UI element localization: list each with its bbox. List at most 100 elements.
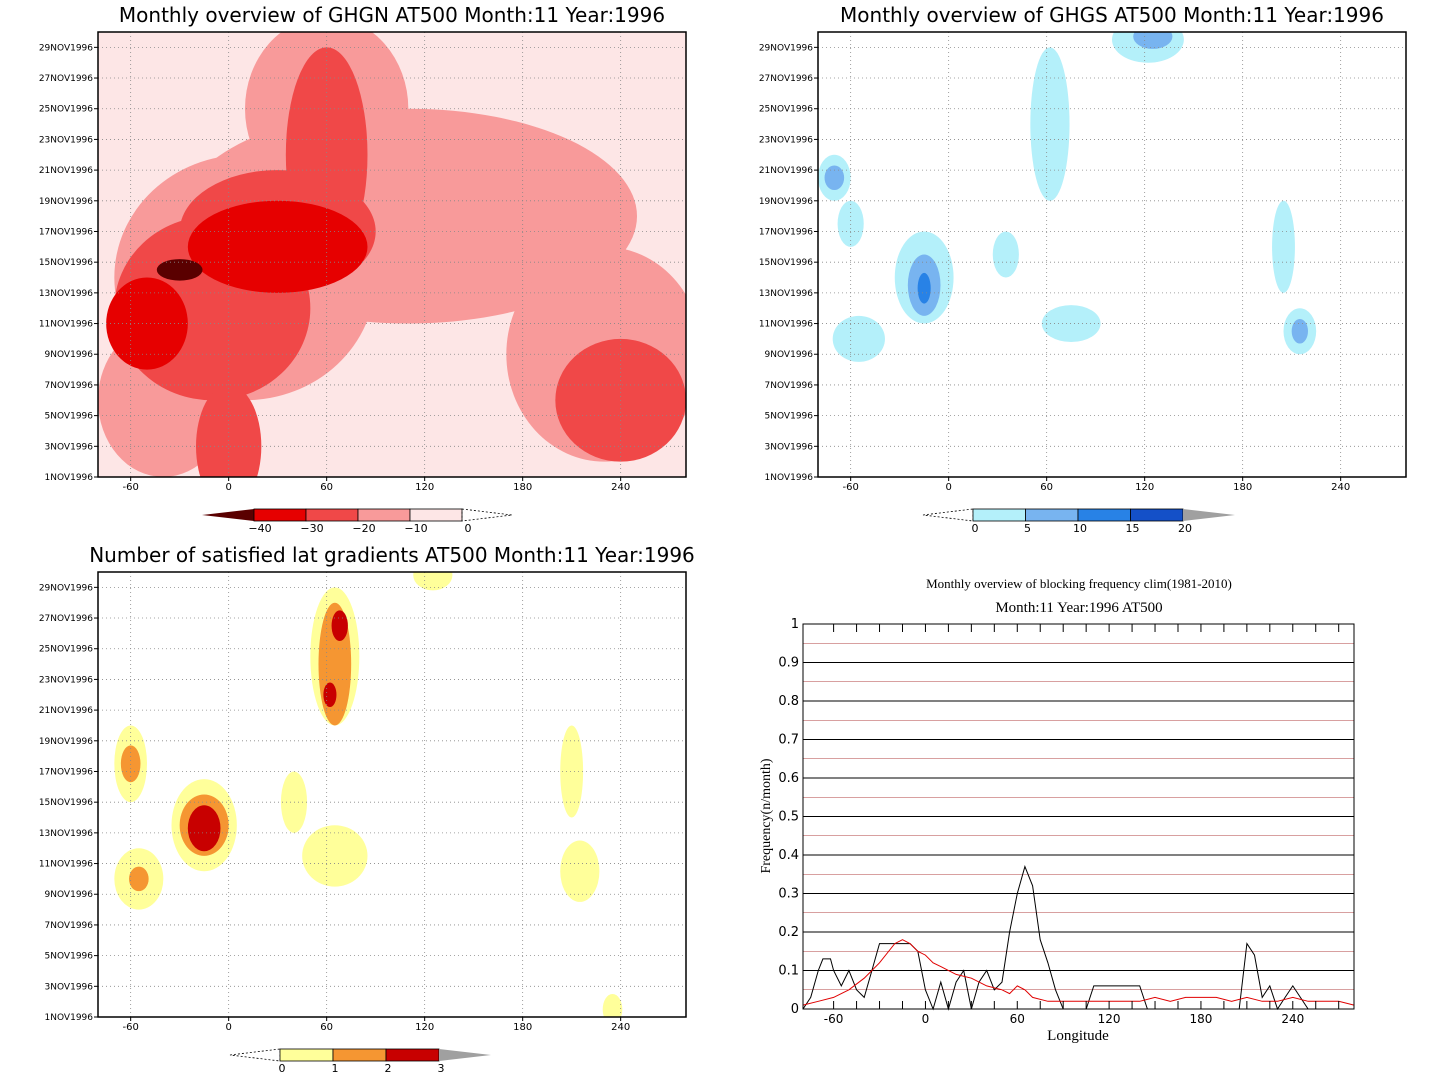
colorbar-triangle bbox=[202, 509, 254, 521]
x-tick-label: 180 bbox=[513, 482, 532, 493]
y-tick-label: 5NOV1996 bbox=[765, 412, 814, 422]
y-tick-label: 13NOV1996 bbox=[39, 289, 93, 299]
ghgn-heatmap-panel: Monthly overview of GHGN AT500 Month:11 … bbox=[39, 3, 687, 535]
blocking-x-label: Longitude bbox=[1047, 1028, 1109, 1044]
x-tick-label: 120 bbox=[1098, 1012, 1121, 1026]
x-tick-label: -60 bbox=[122, 1022, 138, 1033]
colorbar-label: 1 bbox=[332, 1062, 339, 1075]
contour-region bbox=[560, 725, 584, 818]
blocking-series-black-line bbox=[802, 865, 1354, 1011]
y-tick-label: 0.7 bbox=[778, 733, 799, 748]
y-tick-label: 0.1 bbox=[778, 964, 799, 979]
y-tick-label: 0.9 bbox=[778, 656, 799, 671]
x-tick-label: 60 bbox=[320, 1022, 333, 1033]
plot-frame bbox=[97, 31, 687, 478]
y-tick-label: 19NOV1996 bbox=[39, 737, 93, 747]
y-tick-label: 0.5 bbox=[778, 810, 799, 825]
plot-frame bbox=[97, 571, 687, 1018]
y-tick-label: 11NOV1996 bbox=[759, 320, 813, 330]
y-tick-label: 9NOV1996 bbox=[45, 890, 94, 900]
y-tick-label: 3NOV1996 bbox=[765, 442, 814, 452]
y-tick-label: 3NOV1996 bbox=[45, 982, 94, 992]
ghgs-colorbar: 0 5 10 15 20 bbox=[922, 508, 1235, 535]
x-tick-label: 0 bbox=[922, 1012, 930, 1026]
x-tick-label: 240 bbox=[1281, 1012, 1304, 1026]
colorbar-segment bbox=[357, 508, 411, 522]
x-tick-label: 60 bbox=[320, 482, 333, 493]
blocking-y-label: Frequency(n/month) bbox=[759, 758, 774, 873]
contour-region bbox=[413, 572, 453, 591]
colorbar-label: 0 bbox=[972, 522, 979, 535]
y-tick-label: 21NOV1996 bbox=[39, 706, 93, 716]
x-tick-label: 0 bbox=[225, 482, 231, 493]
y-tick-label: 0.6 bbox=[778, 771, 799, 786]
blocking-climatology-red-line bbox=[802, 939, 1355, 1006]
colorbar-label: 20 bbox=[1178, 522, 1192, 535]
gradients-title: Number of satisfied lat gradients AT500 … bbox=[89, 543, 695, 567]
colorbar-triangle bbox=[1183, 509, 1235, 521]
colorbar-triangle bbox=[229, 1048, 281, 1062]
contour-region bbox=[323, 682, 337, 708]
contour-region bbox=[992, 231, 1019, 278]
gradients-x-ticks: -60 0 60 120 180 240 bbox=[122, 1017, 630, 1033]
ghgn-x-ticks: -60 0 60 120 180 240 bbox=[122, 477, 630, 493]
contour-region bbox=[1272, 200, 1295, 293]
y-tick-label: 15NOV1996 bbox=[759, 258, 813, 268]
y-tick-label: 17NOV1996 bbox=[759, 227, 813, 237]
ghgn-title: Monthly overview of GHGN AT500 Month:11 … bbox=[119, 3, 665, 27]
x-tick-label: -60 bbox=[122, 482, 138, 493]
blocking-title: Monthly overview of blocking frequency c… bbox=[926, 576, 1232, 591]
colorbar-segment bbox=[972, 508, 1026, 522]
y-tick-label: 23NOV1996 bbox=[39, 135, 93, 145]
y-tick-label: 5NOV1996 bbox=[45, 952, 94, 962]
x-tick-label: 180 bbox=[513, 1022, 532, 1033]
y-tick-label: 15NOV1996 bbox=[39, 798, 93, 808]
contour-region bbox=[196, 384, 262, 477]
y-tick-label: 1NOV1996 bbox=[45, 473, 94, 483]
colorbar-segment bbox=[1130, 508, 1184, 522]
colorbar-label: 0 bbox=[279, 1062, 286, 1075]
colorbar-segment bbox=[1025, 508, 1079, 522]
colorbar-segment bbox=[1077, 508, 1131, 522]
gradients-y-ticks: 1NOV1996 3NOV1996 5NOV1996 7NOV1996 9NOV1996… bbox=[39, 583, 98, 1023]
x-tick-label: 240 bbox=[611, 482, 630, 493]
x-tick-label: 240 bbox=[1331, 482, 1350, 493]
colorbar-triangle bbox=[922, 508, 974, 522]
y-tick-label: 0.3 bbox=[778, 887, 799, 902]
y-tick-label: 7NOV1996 bbox=[45, 381, 94, 391]
x-tick-label: 120 bbox=[415, 1022, 434, 1033]
y-tick-label: 11NOV1996 bbox=[39, 320, 93, 330]
x-tick-label: 120 bbox=[415, 482, 434, 493]
colorbar-label: −30 bbox=[300, 522, 323, 535]
contour-region bbox=[1030, 47, 1070, 201]
ghgn-y-ticks: 1NOV1996 3NOV1996 5NOV1996 7NOV1996 9NOV1996… bbox=[39, 43, 98, 483]
y-tick-label: 25NOV1996 bbox=[759, 105, 813, 115]
contour-region bbox=[832, 315, 885, 362]
contour-region bbox=[1291, 318, 1308, 344]
colorbar-segment bbox=[305, 508, 359, 522]
y-tick-label: 5NOV1996 bbox=[45, 412, 94, 422]
ghgn-colorbar: −40 −30 −20 −10 0 bbox=[202, 508, 513, 535]
contour-region bbox=[1133, 32, 1173, 49]
y-tick-label: 29NOV1996 bbox=[39, 583, 93, 593]
y-tick-label: 13NOV1996 bbox=[39, 829, 93, 839]
x-tick-label: 0 bbox=[225, 1022, 231, 1033]
y-tick-label: 1 bbox=[791, 617, 799, 632]
contour-region bbox=[302, 825, 368, 887]
colorbar-label: 0 bbox=[465, 522, 472, 535]
ghgs-title: Monthly overview of GHGS AT500 Month:11 … bbox=[840, 3, 1384, 27]
x-tick-label: 240 bbox=[611, 1022, 630, 1033]
ghgs-heatmap-panel: Monthly overview of GHGS AT500 Month:11 … bbox=[759, 3, 1407, 535]
colorbar-label: −10 bbox=[404, 522, 427, 535]
y-tick-label: 15NOV1996 bbox=[39, 258, 93, 268]
plot-frame bbox=[802, 623, 1355, 1010]
contour-region bbox=[560, 840, 600, 902]
gradients-plot-area bbox=[97, 571, 687, 1018]
x-tick-label: -60 bbox=[824, 1012, 844, 1026]
colorbar-triangle bbox=[461, 508, 513, 522]
y-tick-label: 25NOV1996 bbox=[39, 105, 93, 115]
x-tick-label: 0 bbox=[945, 482, 951, 493]
x-tick-label: 180 bbox=[1233, 482, 1252, 493]
blocking-axes: -60 0 60 120 180 240 0 0.1 0.2 0.3 0.4 0.5 0.6 0.7 0.8… bbox=[778, 617, 1355, 1026]
y-tick-label: 3NOV1996 bbox=[45, 442, 94, 452]
